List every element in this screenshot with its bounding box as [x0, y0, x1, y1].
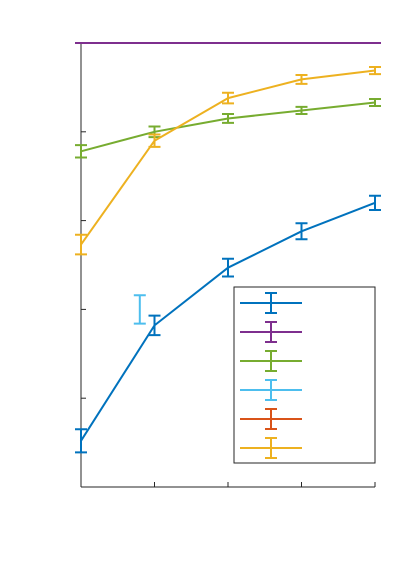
legend-marker	[265, 437, 277, 459]
data-point	[222, 91, 234, 105]
data-point	[295, 105, 308, 116]
legend-entry	[240, 350, 302, 372]
legend-entry	[240, 379, 302, 401]
legend-marker	[265, 408, 277, 430]
legend-entry	[240, 321, 302, 343]
series-4	[133, 294, 146, 325]
data-point	[148, 314, 161, 337]
legend-entry	[240, 292, 302, 314]
data-point	[369, 194, 381, 211]
data-point	[222, 257, 234, 278]
series-6	[75, 65, 381, 256]
data-point	[75, 428, 87, 454]
legend-marker	[265, 379, 277, 401]
series-layer	[75, 42, 381, 454]
series-line	[80, 101, 376, 153]
legend-marker	[265, 321, 277, 343]
legend-marker	[265, 350, 277, 372]
legend-entry	[240, 408, 302, 430]
data-point	[369, 65, 381, 76]
data-point	[369, 97, 381, 108]
axes	[80, 42, 376, 488]
data-point	[75, 144, 87, 159]
data-point	[222, 113, 234, 124]
data-point	[148, 133, 161, 148]
series-1	[75, 194, 381, 454]
data-point	[295, 73, 308, 85]
series-3	[75, 97, 381, 159]
legend-marker	[265, 292, 277, 314]
data-point	[133, 294, 146, 325]
legend-box	[233, 286, 376, 464]
data-point	[75, 233, 87, 256]
legend	[233, 286, 376, 464]
data-point	[295, 222, 308, 241]
legend-entry	[240, 437, 302, 459]
